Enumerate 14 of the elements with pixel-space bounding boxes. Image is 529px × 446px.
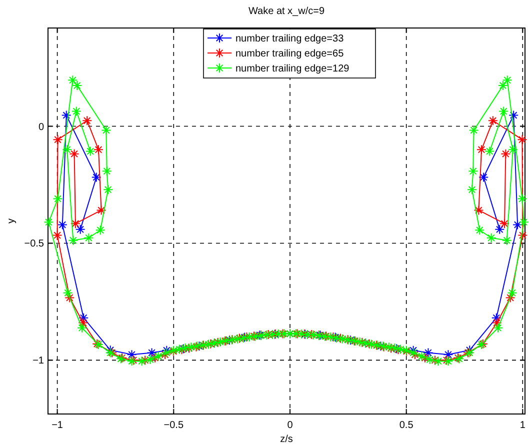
- legend-label: number trailing edge=33: [236, 34, 344, 44]
- y-tick-label: 0: [38, 122, 44, 133]
- x-tick-label: 0: [287, 420, 294, 431]
- x-axis-title: z/s: [280, 434, 293, 445]
- x-tick-label: 0.5: [399, 420, 414, 431]
- x-tick-label: −0.5: [164, 420, 184, 431]
- x-tick-label: 1: [520, 420, 526, 431]
- y-tick-label: −1: [32, 356, 44, 367]
- legend-label: number trailing edge=65: [236, 48, 344, 60]
- y-axis-title: y: [6, 218, 17, 224]
- x-tick-label: −1: [52, 420, 64, 431]
- chart-title: Wake at x_w/c=9: [248, 6, 325, 17]
- legend-label: number trailing edge=129: [236, 64, 350, 74]
- y-tick-label: −0.5: [24, 238, 44, 250]
